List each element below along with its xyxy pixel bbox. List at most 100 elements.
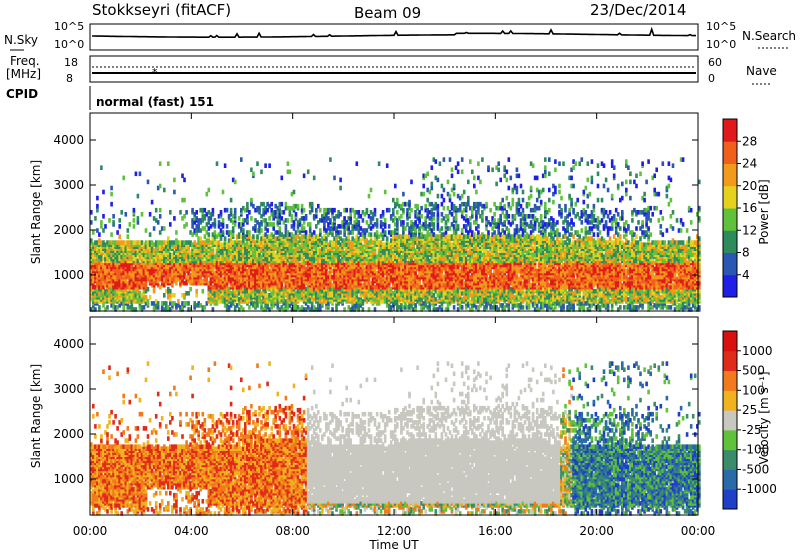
range-time-cell — [356, 161, 359, 166]
range-time-cell — [224, 163, 227, 168]
range-time-cell — [260, 228, 263, 233]
range-time-cell — [285, 224, 288, 229]
range-time-cell — [329, 157, 332, 162]
range-time-cell — [153, 287, 156, 292]
range-time-cell — [102, 214, 105, 219]
range-time-cell — [345, 208, 348, 213]
range-time-cell — [248, 210, 251, 215]
range-time-cell — [110, 192, 113, 197]
range-time-cell — [386, 236, 389, 241]
range-time-cell — [159, 208, 162, 213]
range-time-cell — [204, 208, 207, 213]
range-time-cell — [285, 202, 288, 207]
range-time-cell — [214, 218, 217, 223]
range-time-cell — [159, 214, 162, 219]
range-time-cell — [339, 230, 342, 235]
range-time-cell — [234, 208, 237, 213]
range-time-cell — [301, 204, 304, 209]
range-time-cell — [347, 234, 350, 239]
range-time-cell — [400, 214, 403, 219]
range-time-cell — [187, 291, 190, 296]
range-time-cell — [333, 176, 336, 181]
range-time-cell — [149, 212, 152, 217]
range-time-cell — [392, 208, 395, 213]
range-time-cell — [339, 186, 342, 191]
range-time-cell — [378, 161, 381, 166]
range-time-cell — [112, 220, 115, 225]
range-time-cell — [98, 305, 101, 310]
range-time-cell — [281, 176, 284, 181]
range-time-cell — [169, 297, 172, 302]
range-time-cell — [325, 236, 328, 241]
range-time-cell — [202, 289, 205, 294]
range-time-cell — [127, 234, 130, 239]
range-time-cell — [260, 170, 263, 175]
range-time-cell — [232, 226, 235, 231]
range-time-cell — [408, 212, 411, 217]
range-time-cell — [189, 287, 192, 292]
power-heatmap-cells — [90, 157, 701, 312]
range-time-cell — [293, 220, 296, 225]
range-time-cell — [185, 210, 188, 215]
range-time-cell — [366, 220, 369, 225]
range-time-cell — [125, 212, 128, 217]
range-time-cell — [191, 224, 194, 229]
range-time-cell — [404, 226, 407, 231]
range-time-cell — [122, 176, 125, 181]
range-time-cell — [147, 299, 150, 304]
range-time-cell — [222, 230, 225, 235]
range-time-cell — [402, 208, 405, 213]
range-time-cell — [151, 200, 154, 205]
range-time-cell — [250, 198, 253, 203]
range-time-cell — [254, 224, 257, 229]
range-time-cell — [120, 210, 123, 215]
range-time-cell — [234, 180, 237, 185]
range-time-cell — [157, 220, 160, 225]
range-time-cell — [106, 305, 109, 310]
range-time-cell — [358, 210, 361, 215]
range-time-cell — [169, 222, 172, 227]
range-time-cell — [384, 218, 387, 223]
range-time-cell — [100, 224, 103, 229]
freq-label: Freq. — [10, 54, 40, 68]
freq-right-tick-top: 60 — [708, 56, 722, 69]
range-time-cell — [246, 214, 249, 219]
range-time-cell — [183, 214, 186, 219]
range-time-cell — [343, 232, 346, 237]
freq-panel-frame — [90, 56, 698, 82]
range-time-cell — [258, 206, 261, 211]
range-time-cell — [129, 222, 132, 227]
range-time-cell — [157, 301, 160, 306]
range-time-cell — [370, 188, 373, 193]
range-time-cell — [165, 301, 168, 306]
range-time-cell — [137, 220, 140, 225]
range-time-cell — [169, 210, 172, 215]
range-time-cell — [264, 218, 267, 223]
range-time-cell — [157, 305, 160, 310]
range-time-cell — [248, 305, 251, 310]
noise-right-tick-top: 10^5 — [706, 20, 736, 33]
range-time-cell — [149, 232, 152, 237]
range-time-cell — [143, 305, 146, 310]
range-time-cell — [149, 295, 152, 300]
range-time-cell — [147, 287, 150, 292]
range-time-cell — [313, 176, 316, 181]
range-time-cell — [396, 198, 399, 203]
range-time-cell — [159, 230, 162, 235]
range-time-cell — [370, 232, 373, 237]
range-time-cell — [173, 216, 176, 221]
range-time-cell — [204, 234, 207, 239]
range-time-cell — [319, 208, 322, 213]
range-time-cell — [212, 212, 215, 217]
range-time-cell — [410, 180, 413, 185]
range-time-cell — [309, 222, 312, 227]
range-time-cell — [220, 210, 223, 215]
range-time-cell — [208, 232, 211, 237]
range-time-cell — [384, 222, 387, 227]
range-time-cell — [145, 295, 148, 300]
range-time-cell — [281, 202, 284, 207]
range-time-cell — [347, 226, 350, 231]
range-time-cell — [339, 178, 342, 183]
range-time-cell — [272, 222, 275, 227]
range-time-cell — [179, 210, 182, 215]
